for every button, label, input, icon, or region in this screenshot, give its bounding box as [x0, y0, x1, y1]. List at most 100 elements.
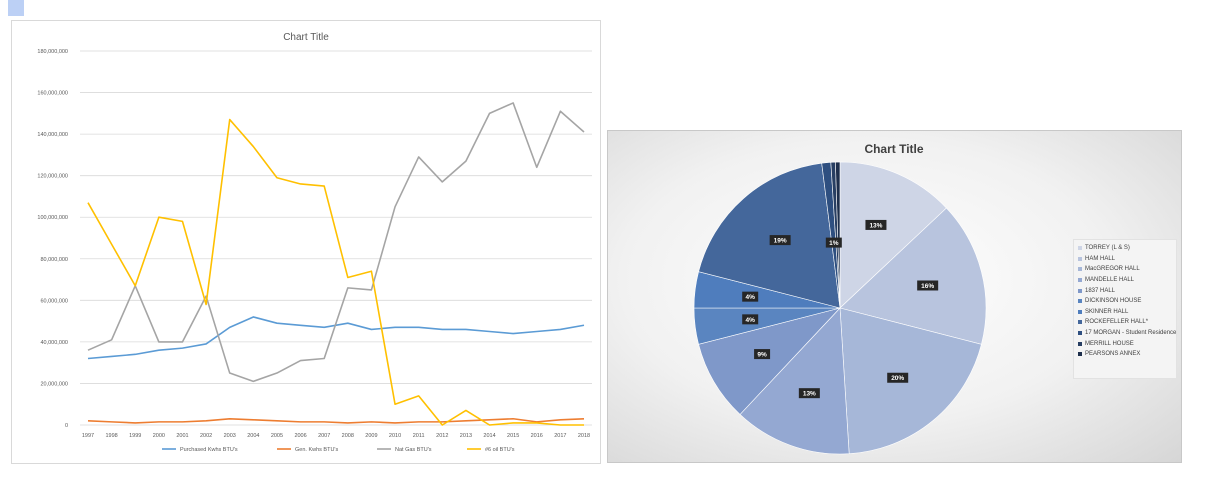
legend-item: MERRILL HOUSE — [1078, 338, 1176, 349]
x-tick-label: 1998 — [105, 433, 117, 439]
y-tick-label: 160,000,000 — [37, 91, 68, 97]
legend-swatch — [1078, 331, 1082, 336]
legend-item: SKINNER HALL — [1078, 307, 1176, 318]
y-tick-label: 40,000,000 — [40, 340, 68, 346]
series-line — [87, 118, 584, 426]
pie-data-label: 9% — [757, 352, 767, 359]
data-label-box — [825, 237, 842, 248]
x-tick-label: 2012 — [436, 433, 448, 439]
y-tick-label: 120,000,000 — [37, 174, 68, 180]
x-tick-label: 2002 — [200, 433, 212, 439]
x-tick-label: 2018 — [578, 433, 590, 439]
series-line — [87, 102, 585, 383]
pie-data-label: 16% — [921, 283, 934, 290]
legend-item: 17 MORGAN - Student Residence — [1078, 328, 1176, 339]
y-tick-label: 0 — [65, 423, 68, 429]
legend-swatch — [1078, 256, 1082, 261]
legend-label: MERRILL HOUSE — [1085, 340, 1134, 347]
pie-data-label: 1% — [829, 240, 839, 247]
data-label-box — [742, 314, 759, 325]
pie-chart-title: Chart Title — [864, 142, 923, 156]
y-tick-label: 180,000,000 — [37, 49, 68, 55]
x-tick-label: 2001 — [176, 433, 188, 439]
legend-swatch — [1078, 288, 1082, 293]
x-tick-label: 2007 — [318, 433, 330, 439]
x-tick-label: 2009 — [365, 433, 377, 439]
x-tick-label: 1999 — [129, 433, 141, 439]
pie-chart: Chart Title 13% 16% 20% 13% 9% 4% 4% 19% 1% — [693, 142, 987, 455]
data-label-box — [769, 235, 791, 246]
pie-data-label: 19% — [774, 238, 787, 245]
legend-swatch — [1078, 246, 1082, 251]
x-tick-label: 2017 — [554, 433, 566, 439]
legend-label: 1837 HALL — [1085, 287, 1116, 294]
pie-legend: TORREY (L & S) HAM HALL MacGREGOR HALL MAND… — [1073, 239, 1177, 379]
pie-slice[interactable] — [839, 161, 947, 309]
data-label-box — [917, 280, 939, 291]
legend-label: MANDELLE HALL — [1085, 277, 1135, 284]
x-tick-label: 2003 — [224, 433, 236, 439]
legend-label: MacGREGOR HALL — [1085, 266, 1140, 273]
x-tick-label: 2005 — [271, 433, 283, 439]
x-tick-label: 2011 — [413, 433, 425, 439]
legend-label: Gen. Kwhs BTU's — [295, 447, 338, 453]
data-label-box — [798, 388, 820, 399]
legend-swatch — [1078, 309, 1082, 314]
data-label-box — [887, 372, 909, 383]
legend-label: Nat Gas BTU's — [395, 447, 432, 453]
pie-chart-panel[interactable]: Chart Title 13% 16% 20% 13% 9% 4% 4% 19% 1% TORR… — [607, 130, 1182, 463]
x-tick-label: 2010 — [389, 433, 401, 439]
pie-slice[interactable] — [839, 207, 987, 345]
line-chart: Chart Title 0 20,000,000 40,000,000 60,000,… — [37, 32, 592, 453]
x-tick-label: 2006 — [294, 433, 306, 439]
pie-data-label: 4% — [745, 294, 755, 301]
x-tick-label: 2015 — [507, 433, 519, 439]
x-tick-label: 1997 — [82, 433, 94, 439]
legend-label: #6 oil BTU's — [485, 447, 515, 453]
y-tick-label: 80,000,000 — [40, 257, 68, 263]
y-tick-label: 140,000,000 — [37, 132, 68, 138]
legend-swatch — [1078, 352, 1082, 357]
x-tick-label: 2013 — [460, 433, 472, 439]
series-line — [87, 417, 585, 424]
legend-item: MacGREGOR HALL — [1078, 264, 1176, 275]
x-tick-label: 2000 — [153, 433, 165, 439]
pie-slice[interactable] — [835, 161, 841, 309]
legend-label: 17 MORGAN - Student Residence — [1085, 330, 1177, 337]
legend-item: ROCKEFELLER HALL* — [1078, 317, 1176, 328]
x-tick-label: 2008 — [342, 433, 354, 439]
pie-data-label: 4% — [745, 317, 755, 324]
y-tick-label: 20,000,000 — [40, 381, 68, 387]
selection-corner-marker — [8, 0, 24, 16]
legend-swatch — [1078, 267, 1082, 272]
y-tick-label: 100,000,000 — [37, 215, 68, 221]
pie-slice[interactable] — [839, 307, 982, 455]
x-tick-label: 2014 — [483, 433, 495, 439]
legend-swatch — [1078, 320, 1082, 325]
legend-swatch — [1078, 299, 1082, 304]
pie-data-label: 13% — [869, 222, 882, 229]
pie-slice[interactable] — [698, 307, 841, 415]
x-tick-label: 2004 — [247, 433, 259, 439]
pie-slice[interactable] — [739, 307, 850, 455]
legend-item: 1837 HALL — [1078, 285, 1176, 296]
line-chart-panel[interactable]: Chart Title 0 20,000,000 40,000,000 60,000,… — [11, 20, 601, 464]
legend-label: HAM HALL — [1085, 255, 1116, 262]
pie-data-label: 20% — [891, 375, 904, 382]
legend-item: DICKINSON HOUSE — [1078, 296, 1176, 307]
line-chart-title: Chart Title — [283, 32, 329, 43]
pie-data-label: 13% — [803, 391, 816, 398]
legend-label: Purchased Kwhs BTU's — [180, 447, 238, 453]
legend-label: TORREY (L & S) — [1085, 245, 1130, 252]
legend-swatch — [1078, 341, 1082, 346]
legend-label: ROCKEFELLER HALL* — [1085, 319, 1149, 326]
y-tick-label: 60,000,000 — [40, 298, 68, 304]
data-label-box — [754, 349, 771, 360]
data-label-box — [865, 219, 887, 230]
legend-item: HAM HALL — [1078, 254, 1176, 265]
legend-swatch — [1078, 278, 1082, 283]
legend-label: PEARSONS ANNEX — [1085, 351, 1141, 358]
pie-slice[interactable] — [698, 162, 841, 309]
data-label-box — [742, 291, 759, 302]
legend-label: DICKINSON HOUSE — [1085, 298, 1142, 305]
